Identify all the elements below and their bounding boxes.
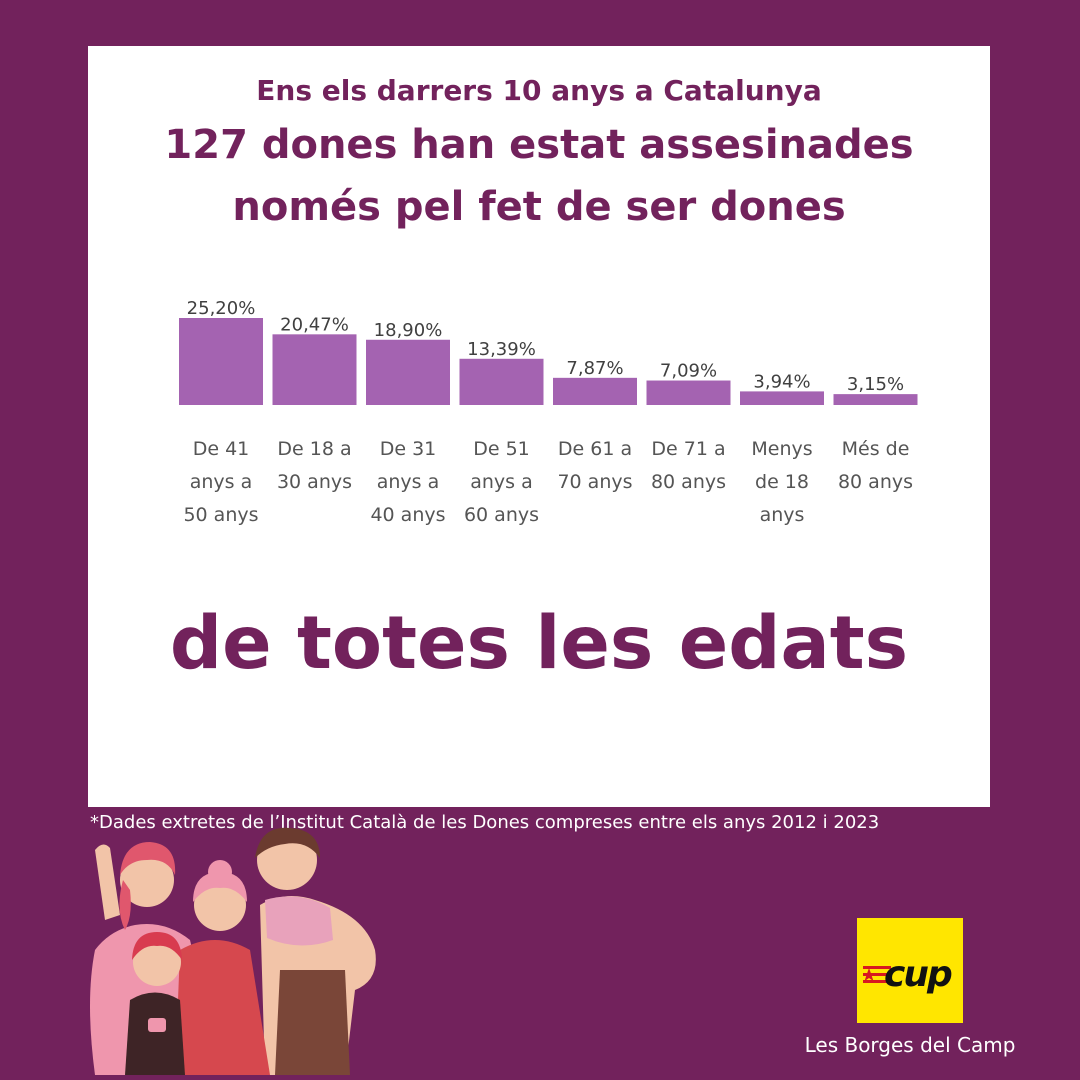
value-label-4: 13,39% [467, 339, 536, 360]
category-label-3-line-2: anys a [377, 471, 440, 493]
category-label-1-line-2: anys a [190, 471, 253, 493]
bar-2 [272, 334, 357, 405]
value-label-5: 7,87% [566, 358, 623, 379]
category-label-3-line-3: 40 anys [370, 504, 445, 526]
category-label-1-line-1: De 41 [193, 438, 250, 460]
category-label-4-line-2: anys a [470, 471, 533, 493]
title-line-1: 127 dones han estat assesinades [164, 122, 914, 168]
value-label-8: 3,15% [847, 374, 904, 395]
category-label-7-line-2: de 18 [755, 471, 809, 493]
tagline: de totes les edats [169, 601, 909, 686]
category-label-8-line-2: 80 anys [838, 471, 913, 493]
infographic-card: Ens els darrers 10 anys a Catalunya 127 … [88, 46, 990, 807]
cup-logo: cup [857, 918, 963, 1023]
category-label-7-line-3: anys [760, 504, 805, 526]
category-label-8-line-1: Més de [842, 438, 910, 460]
subtitle: Ens els darrers 10 anys a Catalunya [256, 74, 822, 107]
bar-3 [366, 339, 450, 405]
category-label-4-line-3: 60 anys [464, 504, 539, 526]
source-footnote: *Dades extretes de l’Institut Català de … [90, 812, 880, 833]
category-label-2-line-2: 30 anys [277, 471, 352, 493]
value-label-2: 20,47% [280, 314, 349, 335]
value-label-1: 25,20% [187, 298, 256, 319]
category-label-5-line-1: De 61 a [558, 438, 632, 460]
women-illustration [90, 827, 376, 1075]
bar-4 [459, 358, 544, 405]
bar-6 [646, 380, 731, 405]
bar-7 [740, 391, 824, 405]
category-label-7-line-1: Menys [751, 438, 812, 460]
category-label-1-line-3: 50 anys [183, 504, 258, 526]
category-label-4-line-1: De 51 [473, 438, 530, 460]
category-label-2-line-1: De 18 a [277, 438, 351, 460]
category-label-3-line-1: De 31 [380, 438, 437, 460]
value-label-7: 3,94% [753, 371, 810, 392]
bar-5 [553, 377, 637, 405]
category-label-6-line-1: De 71 a [651, 438, 725, 460]
category-label-6-line-2: 80 anys [651, 471, 726, 493]
age-bar-chart: 25,20% De 41 anys a 50 anys 20,47% De 18 a 30 … [179, 298, 918, 526]
location-label: Les Borges del Camp [804, 1033, 1016, 1057]
bar-1 [179, 318, 263, 405]
value-label-3: 18,90% [374, 320, 443, 341]
category-label-5-line-2: 70 anys [557, 471, 632, 493]
value-label-6: 7,09% [660, 361, 717, 382]
star-flag-icon [863, 966, 891, 983]
logo-text: cup [884, 954, 953, 995]
bar-8 [833, 394, 918, 405]
page-title: 127 dones han estat assesinades només pe… [88, 114, 990, 238]
title-line-2: només pel fet de ser dones [232, 184, 846, 230]
